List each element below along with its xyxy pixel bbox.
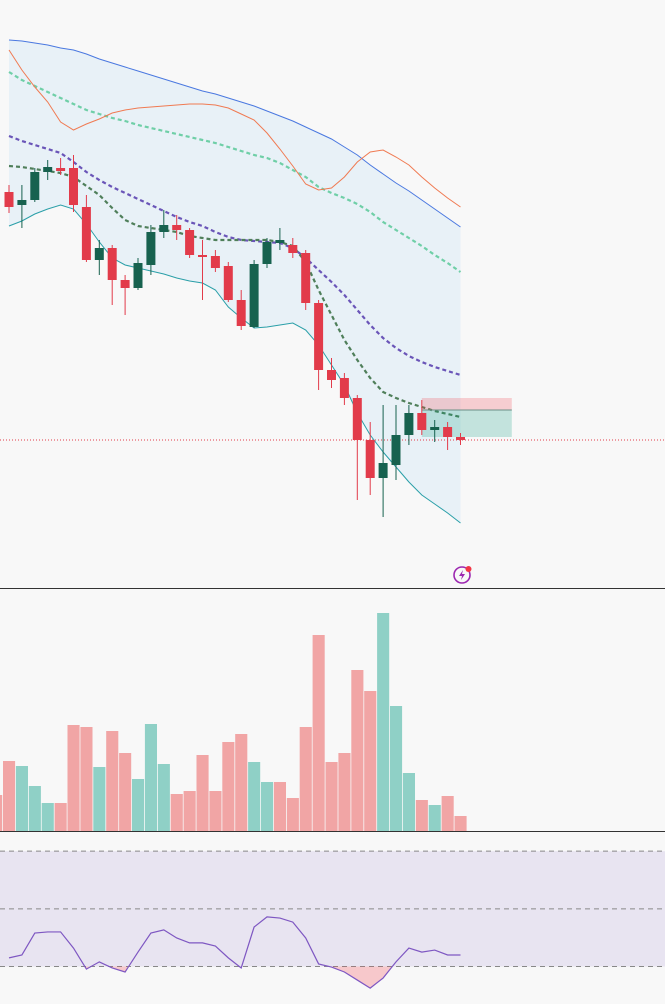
volume-pane xyxy=(0,613,467,831)
volume-bar xyxy=(157,764,170,831)
candle-body xyxy=(17,200,27,205)
volume-bar xyxy=(80,727,93,831)
candle-body xyxy=(94,248,104,260)
candle-body xyxy=(404,413,414,435)
candle-body xyxy=(327,370,336,380)
candle-body xyxy=(120,280,130,288)
volume-bar xyxy=(209,791,222,831)
volume-bar xyxy=(402,773,415,831)
volume-bar xyxy=(377,613,390,831)
candle-body xyxy=(352,398,362,440)
candle-body xyxy=(146,232,156,265)
position-stop xyxy=(421,398,512,410)
volume-bar xyxy=(15,766,28,831)
volume-bar xyxy=(196,755,209,831)
candle-body xyxy=(236,300,246,326)
candle-body xyxy=(159,225,169,232)
candle-body xyxy=(81,207,91,260)
candle-body xyxy=(210,256,220,268)
rsi-line xyxy=(8,916,461,989)
candle-body xyxy=(417,413,427,430)
volume-bar xyxy=(3,761,16,831)
volume-bar xyxy=(415,800,428,831)
rsi-oversold-fill xyxy=(9,966,461,989)
candle-body xyxy=(30,172,40,200)
volume-bar xyxy=(67,725,80,831)
overlay-line xyxy=(8,39,461,228)
rsi-pane xyxy=(0,850,665,989)
candle-body xyxy=(4,192,14,207)
volume-bar xyxy=(54,803,67,831)
candle-body xyxy=(133,263,143,288)
candle-body xyxy=(172,225,182,230)
volume-bar xyxy=(286,798,299,831)
volume-bar xyxy=(248,762,261,831)
volume-bar xyxy=(273,782,286,831)
volume-bar xyxy=(454,816,467,831)
volume-bar xyxy=(325,762,338,831)
volume-bar xyxy=(312,635,325,831)
position-target xyxy=(421,410,512,437)
candle-body xyxy=(430,427,440,430)
candle-body xyxy=(314,303,324,370)
overlay-line xyxy=(8,71,462,273)
candle-body xyxy=(262,242,272,264)
candle-body xyxy=(249,264,259,327)
candle-body xyxy=(198,255,207,257)
volume-bar xyxy=(132,779,145,831)
candle-body xyxy=(107,248,117,280)
candle-body xyxy=(275,240,285,243)
volume-bar xyxy=(390,706,403,831)
volume-bar xyxy=(119,753,132,831)
band-fill xyxy=(9,40,461,523)
volume-bar xyxy=(170,794,183,831)
volume-bar xyxy=(28,786,41,831)
alert-icon[interactable] xyxy=(453,566,472,584)
overlay-line xyxy=(8,164,461,419)
volume-bar xyxy=(428,805,441,831)
volume-bar xyxy=(93,767,106,831)
candle-body xyxy=(56,168,66,171)
volume-bar xyxy=(106,731,119,831)
candle-body xyxy=(456,437,465,440)
volume-bar xyxy=(441,796,454,831)
candle-body xyxy=(339,378,349,398)
volume-bar xyxy=(299,727,312,831)
price-pane xyxy=(0,39,665,524)
volume-bar xyxy=(183,791,196,831)
candle-body xyxy=(185,230,195,255)
volume-bar xyxy=(364,691,377,831)
volume-bar xyxy=(351,670,364,831)
candle-body xyxy=(365,440,375,478)
candle-body xyxy=(301,253,311,303)
candle-body xyxy=(223,266,233,300)
candle-body xyxy=(378,463,388,478)
candle-body xyxy=(288,245,298,253)
volume-bar xyxy=(261,782,274,831)
volume-bar xyxy=(235,734,248,831)
volume-bar xyxy=(338,753,351,831)
volume-bar xyxy=(0,795,3,831)
candle-body xyxy=(43,167,53,172)
candle-body xyxy=(391,435,401,465)
volume-bar xyxy=(41,803,54,831)
candle-body xyxy=(69,168,78,205)
volume-bar xyxy=(222,742,235,831)
candle-body xyxy=(443,427,453,437)
volume-bar xyxy=(144,724,157,831)
overlay-line xyxy=(8,49,461,208)
